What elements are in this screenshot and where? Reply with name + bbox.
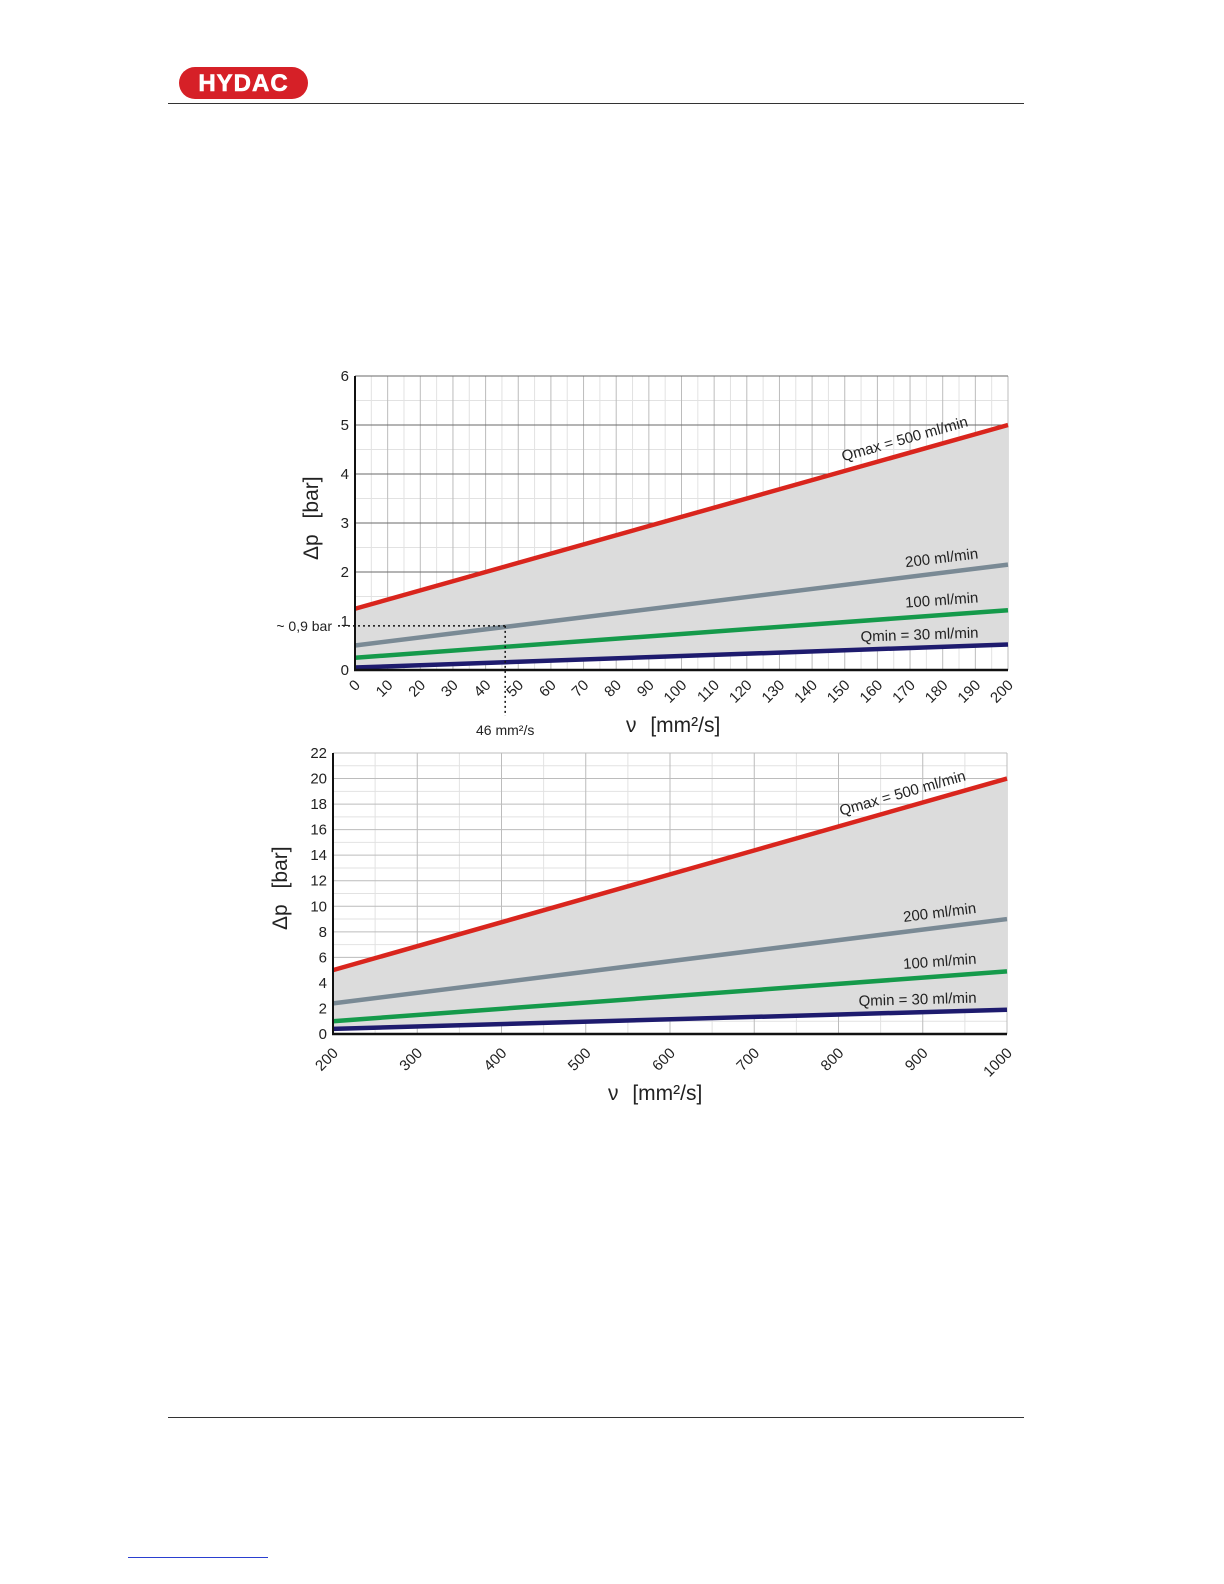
- chart2-y-symbol: Δp: [269, 904, 292, 930]
- y-tick-label: 20: [310, 771, 327, 788]
- y-tick-label: 18: [310, 796, 327, 813]
- y-tick-label: 0: [319, 1026, 327, 1043]
- chart2-xtick-labels: 200 300 400 500 600 700 800 900 1000: [312, 1045, 1016, 1081]
- x-tick-label: 800: [818, 1045, 848, 1075]
- chart2-x-symbol: ν: [608, 1082, 619, 1105]
- y-tick-label: 14: [310, 847, 327, 864]
- chart2-ytick-labels: 0 2 4 6 8 10 12 14 16 18 20 22: [310, 745, 327, 1043]
- chart1-operating-area: [355, 425, 1008, 668]
- x-tick-label: 700: [733, 1045, 763, 1075]
- series-line: [332, 969, 1008, 1024]
- chart2-operating-area: [333, 778, 1007, 1029]
- y-tick-label: 6: [341, 368, 349, 385]
- series-line: [332, 916, 1008, 1006]
- y-tick-label: 4: [319, 975, 327, 992]
- chart2-x-axis-title: ν [mm²/s]: [608, 1082, 702, 1105]
- chart2-x-unit: [mm²/s]: [632, 1082, 702, 1105]
- chart1-ytick-labels: 0 1 2 3 4 5 6: [341, 368, 349, 679]
- x-tick-label: 600: [649, 1045, 679, 1075]
- y-tick-label: 4: [341, 466, 349, 483]
- y-tick-label: 5: [341, 417, 349, 434]
- series-line: [354, 562, 1009, 648]
- y-tick-label: 6: [319, 949, 327, 966]
- y-tick-label: 1: [341, 613, 349, 630]
- chart1-axes-layer: [354, 376, 1008, 672]
- logo-badge: [179, 67, 308, 99]
- series-label: Qmin = 30 ml/min: [858, 990, 976, 1010]
- series-line: [354, 607, 1009, 660]
- series-label: 100 ml/min: [903, 951, 977, 973]
- series-label: 100 ml/min: [905, 589, 979, 611]
- chart1-y-symbol: Δp: [300, 534, 323, 560]
- header-rule: [168, 103, 1024, 104]
- chart2-axes-layer: [332, 753, 1007, 1036]
- y-tick-label: 8: [319, 924, 327, 941]
- footer-link-underline: [128, 1557, 268, 1558]
- series-line: [332, 1007, 1008, 1032]
- series-line: [354, 642, 1009, 670]
- chart2-y-axis-title: Δp [bar]: [269, 846, 292, 930]
- y-tick-label: 12: [310, 873, 327, 890]
- x-tick-label: 200: [312, 1045, 342, 1075]
- chart1-y-axis-title: Δp [bar]: [300, 476, 323, 560]
- series-line: [332, 776, 1008, 973]
- y-tick-label: 2: [341, 564, 349, 581]
- annotation-x-label: 46 mm²/s: [476, 722, 534, 738]
- chart1-x-symbol: ν: [626, 714, 637, 737]
- chart1-x-axis-title: ν [mm²/s]: [626, 714, 720, 737]
- logo-text: HYDAC: [198, 70, 288, 97]
- y-tick-label: 2: [319, 1000, 327, 1017]
- chart1-y-unit: [bar]: [300, 476, 323, 518]
- y-tick-label: 22: [310, 745, 327, 762]
- series-line: [354, 422, 1009, 611]
- x-tick-label: 500: [565, 1045, 595, 1075]
- y-tick-label: 16: [310, 822, 327, 839]
- series-label: Qmin = 30 ml/min: [860, 625, 978, 646]
- x-tick-label: 900: [902, 1045, 932, 1075]
- chart2-y-unit: [bar]: [269, 846, 292, 888]
- y-tick-label: 0: [341, 662, 349, 679]
- x-tick-label: 1000: [980, 1045, 1016, 1081]
- y-tick-label: 10: [310, 898, 327, 915]
- x-tick-label: 400: [481, 1045, 511, 1075]
- hydac-logo: HYDAC: [179, 67, 308, 99]
- y-tick-label: 3: [341, 515, 349, 532]
- annotation-y-label: ~ 0,9 bar: [276, 618, 332, 634]
- chart1-annotation-layer: ~ 0,9 bar 46 mm²/s: [276, 618, 534, 738]
- x-tick-label: 300: [396, 1045, 426, 1075]
- chart1-x-unit: [mm²/s]: [650, 714, 720, 737]
- footer-rule: [168, 1417, 1024, 1418]
